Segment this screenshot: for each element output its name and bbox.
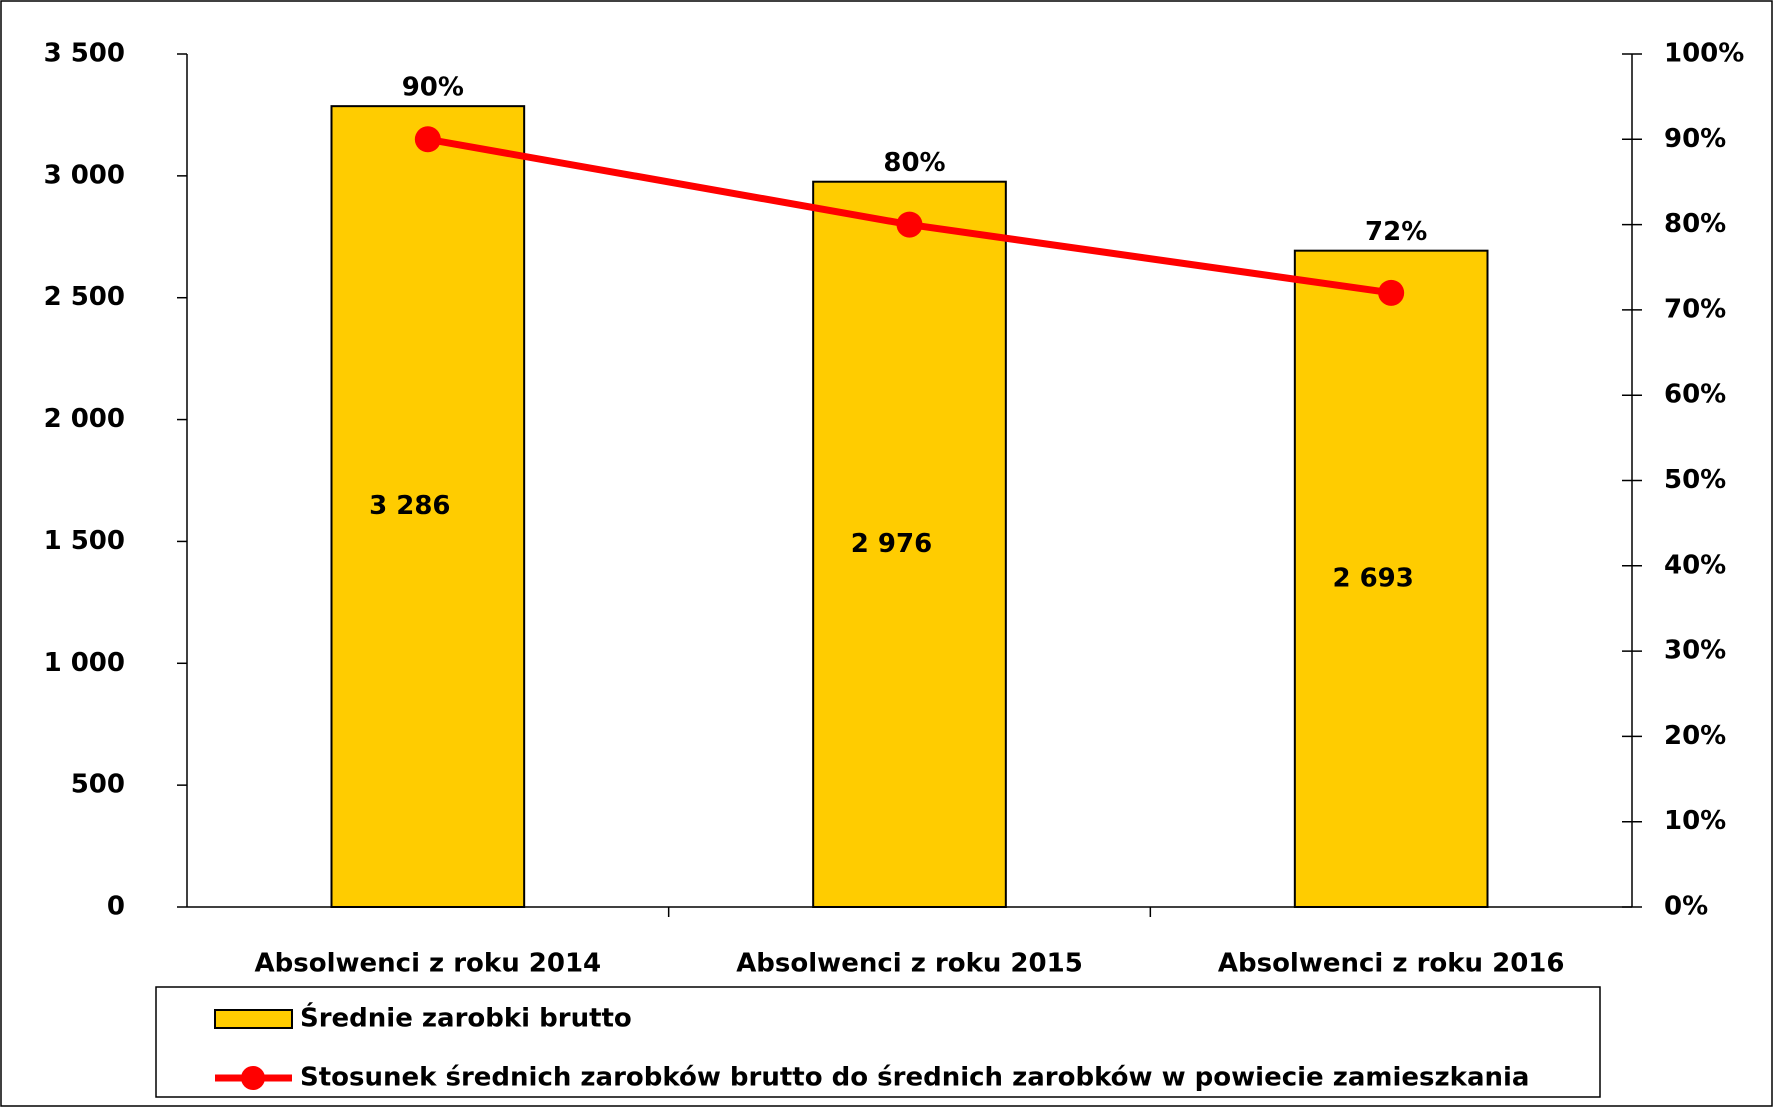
y-tick-label: 3 000 — [44, 160, 125, 190]
line-value-label: 80% — [883, 148, 945, 178]
bar — [1293, 249, 1489, 908]
bar-value-label: 3 286 — [369, 491, 450, 521]
y2-tick-label: 40% — [1664, 550, 1726, 580]
x-tick-label: Absolwenci z roku 2016 — [1218, 949, 1565, 979]
legend-swatch — [214, 1009, 293, 1029]
y2-tick-label: 50% — [1664, 465, 1726, 495]
line-value-label: 72% — [1365, 217, 1427, 247]
line-marker — [414, 126, 441, 153]
bar-value-label: 2 976 — [851, 529, 932, 559]
line-marker — [1378, 279, 1405, 306]
y-tick-label: 1 000 — [44, 648, 125, 678]
legend-label: Stosunek średnich zarobków brutto do śre… — [300, 1063, 1529, 1093]
legend-marker — [241, 1066, 265, 1090]
y-tick-label: 2 500 — [44, 282, 125, 312]
y-tick-label: 2 000 — [44, 404, 125, 434]
y-tick-label: 1 500 — [44, 526, 125, 556]
line-value-label: 90% — [402, 73, 464, 103]
y2-tick-label: 90% — [1664, 124, 1726, 154]
bar — [330, 105, 526, 909]
legend-box — [155, 986, 1601, 1098]
y2-tick-label: 100% — [1664, 39, 1744, 69]
y2-tick-label: 30% — [1664, 636, 1726, 666]
x-tick-label: Absolwenci z roku 2014 — [255, 949, 602, 979]
y2-tick-label: 70% — [1664, 294, 1726, 324]
y-tick-label: 3 500 — [44, 39, 125, 69]
x-tick-label: Absolwenci z roku 2015 — [736, 949, 1083, 979]
legend-label: Średnie zarobki brutto — [300, 1002, 632, 1034]
y2-tick-label: 20% — [1664, 721, 1726, 751]
bar — [812, 180, 1007, 908]
bar-value-label: 2 693 — [1332, 563, 1413, 593]
y2-tick-label: 0% — [1664, 892, 1708, 922]
y2-tick-label: 60% — [1664, 380, 1726, 410]
y-tick-label: 500 — [71, 770, 125, 800]
y2-tick-label: 10% — [1664, 806, 1726, 836]
y2-tick-label: 80% — [1664, 209, 1726, 239]
y-tick-label: 0 — [107, 892, 125, 922]
line-marker — [896, 211, 923, 238]
